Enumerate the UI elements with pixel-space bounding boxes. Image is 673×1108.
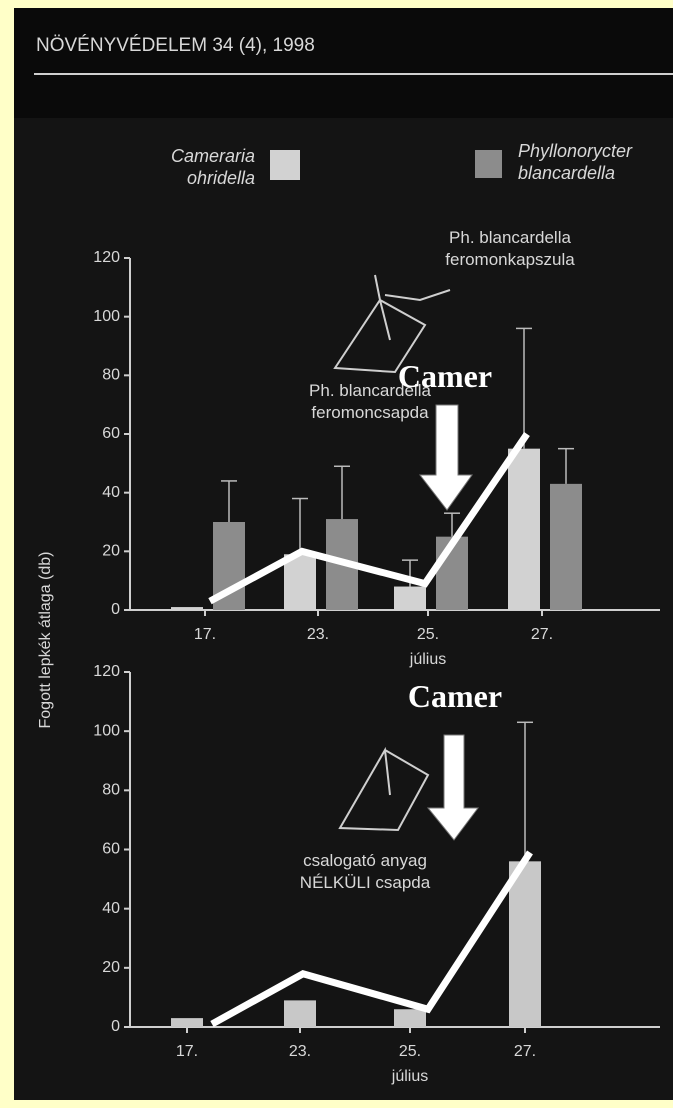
bar (284, 1000, 316, 1027)
y-tick-label: 40 (102, 484, 120, 501)
x-tick-label: 17. (194, 626, 216, 643)
y-tick-label: 100 (93, 308, 120, 325)
error-bar (516, 327, 532, 449)
trap-illustration (333, 274, 451, 832)
y-tick-label: 80 (102, 782, 120, 799)
y-tick-label: 60 (102, 841, 120, 858)
y-tick-label: 100 (93, 722, 120, 739)
error-bar (558, 447, 574, 484)
bar (394, 586, 426, 610)
annotation: Ph. blancardella feromonkapszula (445, 228, 575, 269)
legend-swatch (270, 150, 300, 180)
bar (394, 1009, 426, 1027)
header: NÖVÉNYVÉDELEM 34 (4), 1998 (36, 35, 315, 56)
y-tick-label: 120 (93, 249, 120, 266)
bar (284, 554, 316, 610)
annotation: Camer (407, 678, 503, 714)
error-bar (444, 512, 460, 537)
x-tick-label: 27. (531, 626, 553, 643)
x-tick-label: 27. (514, 1043, 536, 1060)
y-tick-label: 20 (102, 543, 120, 560)
y-tick-label: 120 (93, 663, 120, 680)
legend-label: Cameraria ohridella (170, 146, 255, 188)
x-tick-label: 23. (289, 1043, 311, 1060)
error-bar (221, 480, 237, 522)
bar (509, 861, 541, 1027)
bar (171, 607, 203, 610)
x-tick-label: 23. (307, 626, 329, 643)
x-axis-label: július (409, 651, 446, 668)
overlay-line (210, 850, 533, 1028)
y-tick-label: 20 (102, 959, 120, 976)
overlay-line (208, 432, 530, 605)
legend-label: Phyllonorycter blancardella (518, 141, 633, 183)
y-tick-label: 0 (111, 601, 120, 618)
error-bar (334, 465, 350, 520)
x-tick-label: 25. (399, 1043, 421, 1060)
header-background (14, 8, 673, 118)
bar (171, 1018, 203, 1027)
y-tick-label: 60 (102, 425, 120, 442)
annotation: Ph. blancardella feromoncsapda (309, 381, 431, 422)
legend-swatch (475, 150, 502, 178)
y-tick-label: 40 (102, 900, 120, 917)
x-tick-label: 25. (417, 626, 439, 643)
x-tick-label: 17. (176, 1043, 198, 1060)
error-bar (517, 721, 533, 862)
annotation: csalogató anyag NÉLKÜLI csapda (299, 851, 431, 892)
arrow (426, 734, 479, 841)
arrow (418, 404, 473, 511)
annotation: Camer (397, 358, 493, 394)
error-bar (292, 497, 308, 555)
bar (550, 483, 582, 610)
y-tick-label: 80 (102, 367, 120, 384)
y-tick-label: 0 (111, 1018, 120, 1035)
bar (508, 448, 540, 610)
x-axis-label: július (391, 1068, 428, 1085)
y-axis-label: Fogott lepkék átlaga (db) (37, 552, 54, 729)
